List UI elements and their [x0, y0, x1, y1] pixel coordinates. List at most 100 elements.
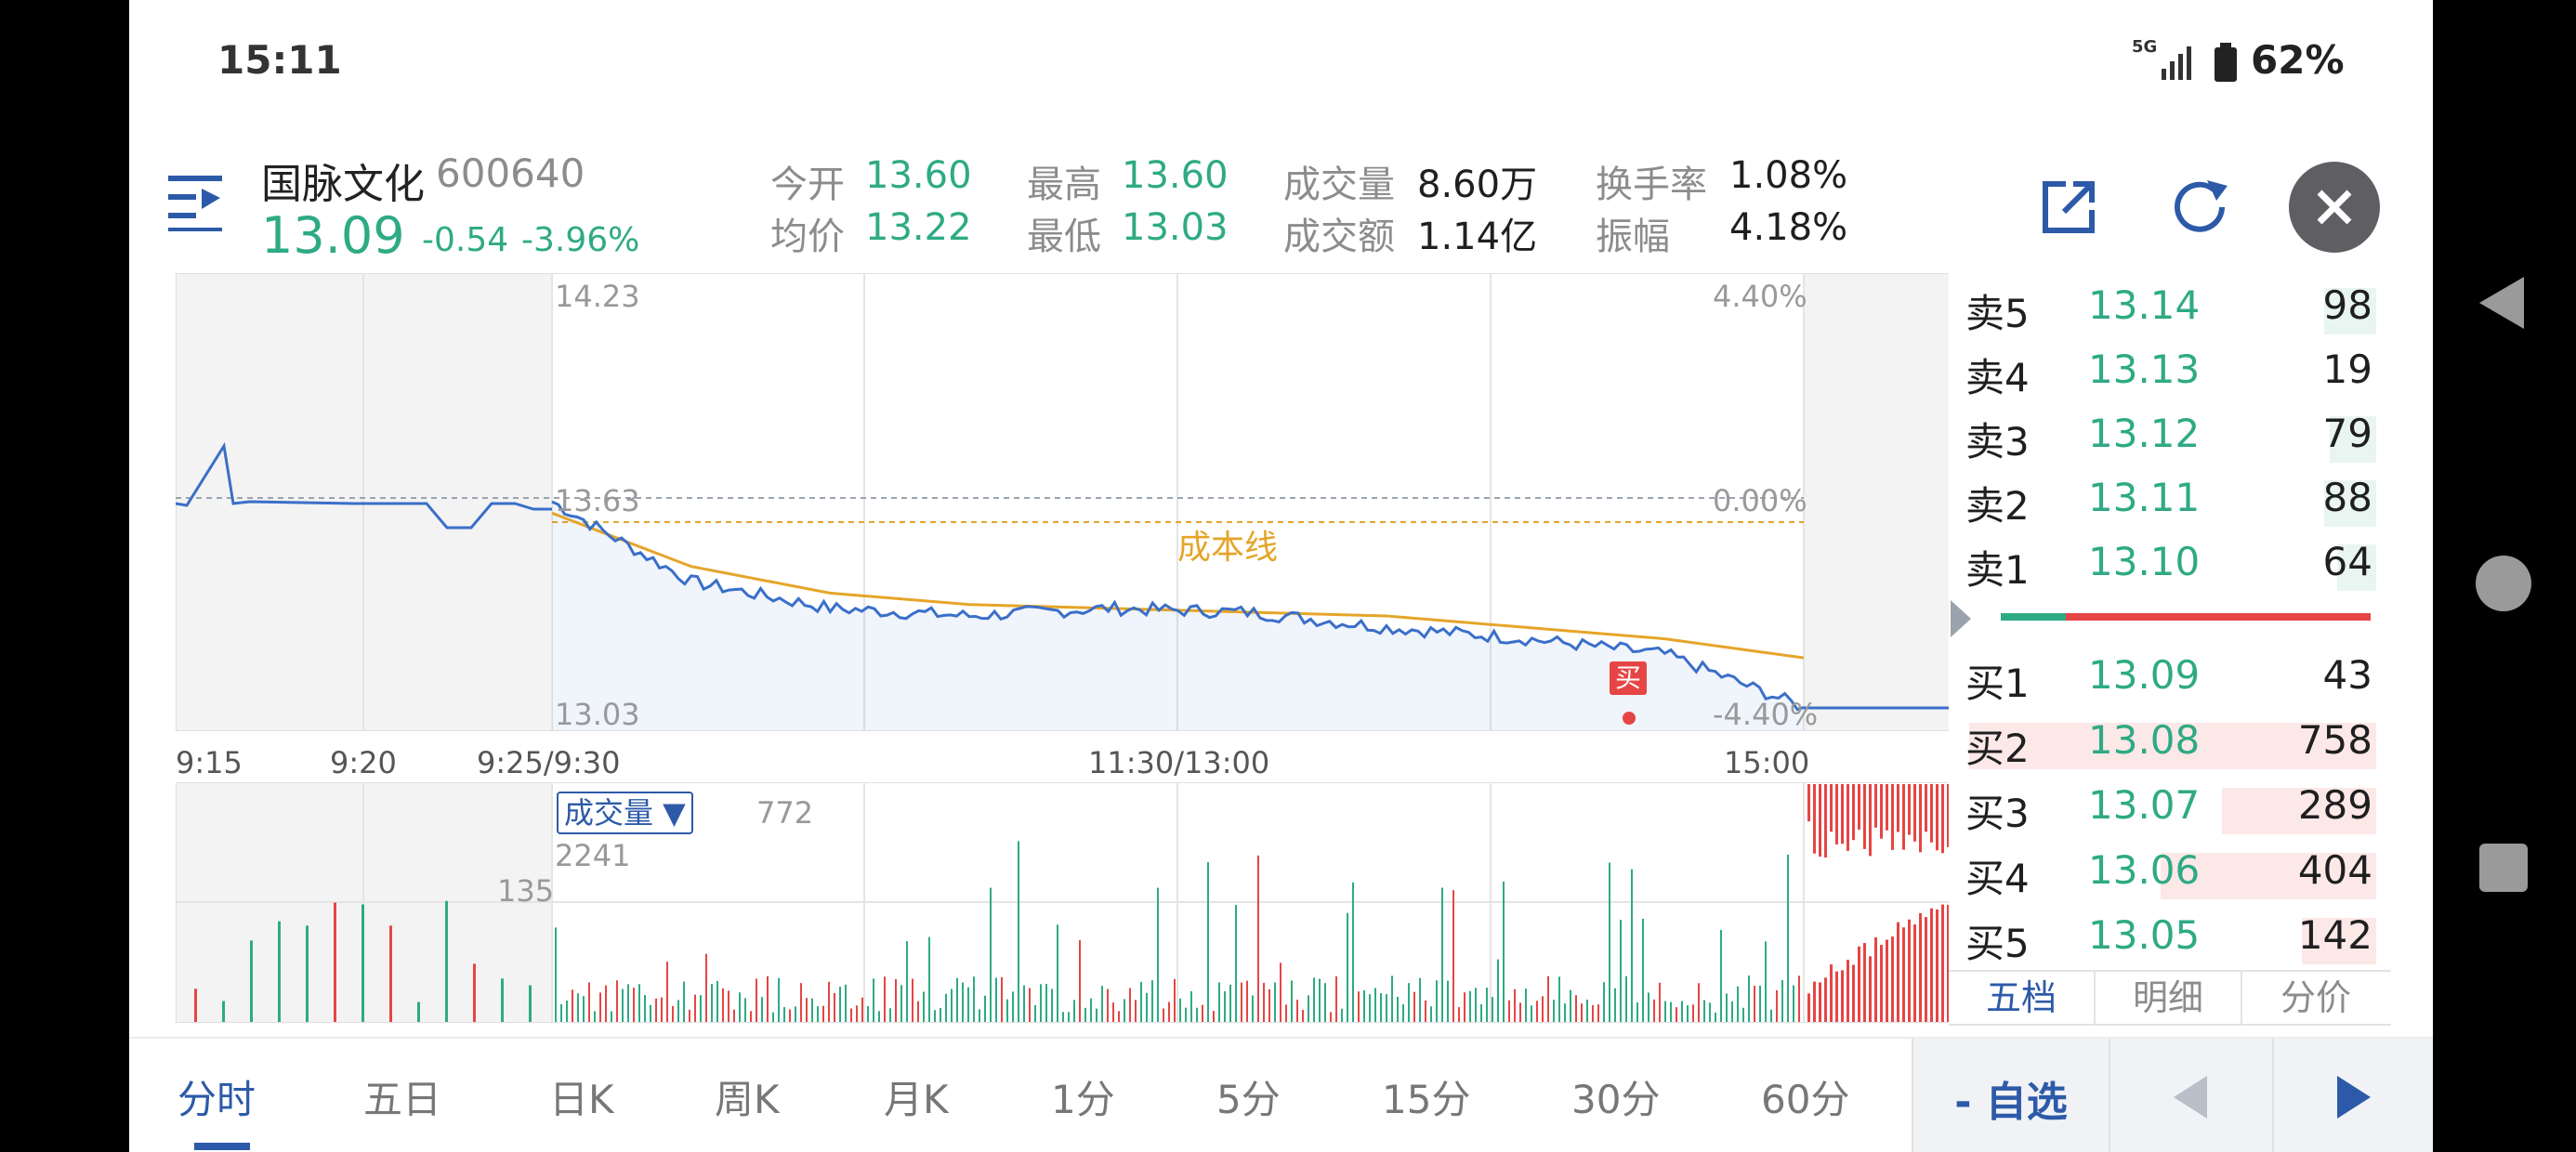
tab-intraday[interactable]: 分时 [177, 1077, 256, 1122]
tab-details[interactable]: 明细 [2096, 972, 2242, 1024]
tab-15min[interactable]: 15分 [1382, 1077, 1471, 1122]
next-stock-button[interactable] [2272, 1039, 2433, 1152]
volume-bar [1835, 971, 1838, 1022]
battery-icon [2214, 43, 2238, 85]
collapse-arrow-icon[interactable] [1949, 598, 1973, 643]
nav-recents-icon[interactable] [2479, 844, 2528, 892]
close-icon [2317, 190, 2352, 225]
volume-bar [962, 982, 964, 1022]
volume-bar [1118, 1011, 1120, 1022]
tab-five-levels[interactable]: 五档 [1949, 972, 2096, 1024]
ask-1-label: 卖1 [1965, 547, 2030, 593]
volume-bar [1913, 924, 1916, 1022]
stock-price: 13.09 [261, 206, 405, 265]
bid-3-label: 买3 [1965, 791, 2030, 836]
volume-bar [1129, 988, 1131, 1022]
volume-bar [1659, 982, 1661, 1022]
volume-bar [906, 941, 908, 1022]
tab-5min[interactable]: 5分 [1216, 1077, 1281, 1122]
volume-bar [1670, 1001, 1672, 1022]
volume-bar [1464, 992, 1465, 1022]
volume-bar [1897, 922, 1899, 1022]
volume-bar [884, 976, 886, 1022]
volume-bar [1335, 975, 1337, 1022]
nav-back-icon[interactable] [2476, 275, 2526, 334]
volume-bar [1781, 980, 1783, 1022]
bid-row-3[interactable]: 买3 13.07 289 [1949, 782, 2389, 838]
volume-bar [1229, 984, 1231, 1022]
ask-row-3[interactable]: 卖3 13.12 79 [1949, 411, 2389, 466]
bid-row-4[interactable]: 买4 13.06 404 [1949, 847, 2389, 903]
volume-bar [1858, 946, 1860, 1022]
volume-bar [1869, 784, 1872, 857]
volume-bar [1475, 988, 1477, 1022]
volume-bar [677, 1000, 679, 1022]
ask-row-4[interactable]: 卖4 13.13 19 [1949, 347, 2389, 402]
tab-monthly-k[interactable]: 月K [884, 1077, 949, 1122]
ask-row-2[interactable]: 卖2 13.11 88 [1949, 475, 2389, 530]
status-time: 15:11 [217, 37, 342, 83]
tab-30min[interactable]: 30分 [1571, 1077, 1661, 1122]
volume-bar [501, 978, 504, 1022]
volume-bar [1452, 890, 1454, 1022]
volume-bar [599, 992, 601, 1022]
volume-bar [1564, 1003, 1566, 1022]
tab-five-day[interactable]: 五日 [363, 1077, 442, 1122]
bid-1-volume: 43 [2322, 652, 2372, 698]
volume-bar [951, 988, 953, 1022]
tab-price-distribution[interactable]: 分价 [2280, 977, 2351, 1018]
tab-1min[interactable]: 1分 [1051, 1077, 1115, 1122]
volume-bar [806, 998, 808, 1022]
volume-bar [1925, 917, 1927, 1022]
bid-row-5[interactable]: 买5 13.05 142 [1949, 912, 2389, 968]
ask-row-5[interactable]: 卖5 13.14 98 [1949, 282, 2389, 338]
chevron-right-icon [2337, 1076, 2371, 1119]
volume-bar [1268, 988, 1270, 1022]
ask-3-price: 13.12 [2088, 411, 2201, 456]
volume-bar [940, 1008, 941, 1022]
volume-bar [445, 900, 448, 1022]
bid-row-2[interactable]: 买2 13.08 758 [1949, 717, 2389, 773]
bid-2-price: 13.08 [2088, 717, 2201, 763]
volume-bar [1096, 1008, 1097, 1022]
bid-row-1[interactable]: 买1 13.09 43 [1949, 652, 2389, 708]
nav-home-icon[interactable] [2476, 556, 2531, 611]
bid-1-label: 买1 [1965, 661, 2030, 706]
tab-daily-k[interactable]: 日K [549, 1077, 614, 1122]
volume-bar [1941, 784, 1944, 854]
volume-bar [633, 988, 635, 1022]
x-tick-1500: 15:00 [1724, 745, 1810, 780]
volume-bar [778, 977, 780, 1022]
volume-bar [1936, 784, 1939, 851]
volume-bar [739, 992, 741, 1022]
volume-bar [1558, 976, 1560, 1022]
stock-code: 600640 [436, 151, 585, 196]
prev-stock-button[interactable] [2109, 1039, 2272, 1152]
close-button[interactable] [2289, 162, 2380, 253]
volume-bar [1847, 960, 1849, 1022]
watchlist-label: - 自选 [1954, 1079, 2068, 1126]
intraday-chart[interactable]: 14.23 13.63 13.03 4.40% 0.00% -4.40% 成本线… [176, 271, 2076, 1024]
share-icon[interactable] [2040, 178, 2097, 240]
volume-bar [1793, 985, 1794, 1022]
volume-bar [661, 997, 663, 1022]
watchlist-button[interactable]: - 自选 [1912, 1039, 2109, 1152]
volume-bar [1425, 1000, 1426, 1022]
volume-bar [1592, 1004, 1594, 1022]
volume-bar [934, 1010, 936, 1022]
ask-4-label: 卖4 [1965, 355, 2030, 400]
ask-row-1[interactable]: 卖1 13.10 64 [1949, 539, 2389, 595]
volume-bar [1525, 988, 1527, 1022]
volume-bar [1391, 975, 1393, 1022]
buy-marker[interactable]: 买 [1610, 661, 1647, 695]
tab-weekly-k[interactable]: 周K [715, 1077, 780, 1122]
menu-icon[interactable] [166, 172, 226, 235]
refresh-icon[interactable] [2170, 177, 2231, 242]
volume-indicator-select[interactable]: 成交量 ▼ [557, 792, 693, 834]
volume-bar [1257, 855, 1259, 1022]
volume-bar [1057, 924, 1058, 1022]
tab-60min[interactable]: 60分 [1761, 1077, 1850, 1122]
volume-bar [867, 1005, 869, 1022]
volume-bar [1542, 996, 1544, 1022]
volume-bar [828, 981, 830, 1022]
